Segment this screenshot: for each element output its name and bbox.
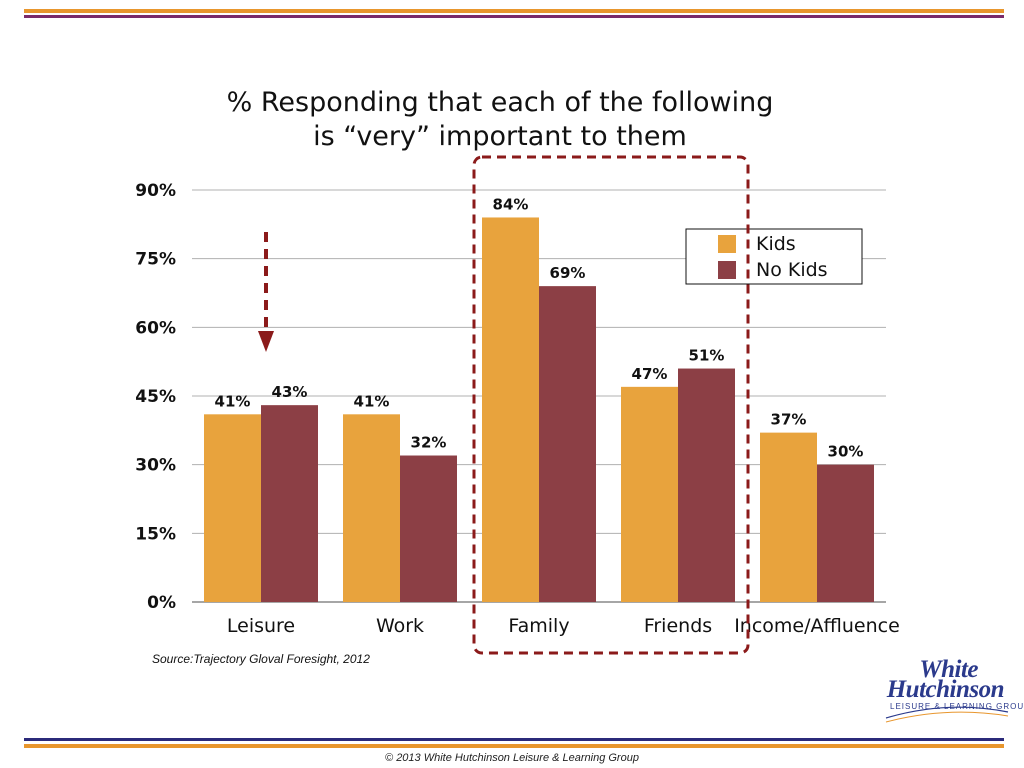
bar-income-affluence-kids bbox=[760, 432, 817, 602]
dashed-highlight-box bbox=[472, 155, 750, 655]
y-tick-label: 30% bbox=[135, 456, 176, 476]
bottom-rule-orange bbox=[24, 744, 1004, 748]
chart-title-line1: % Responding that each of the following bbox=[226, 87, 774, 118]
category-label: Work bbox=[376, 615, 424, 637]
bar-leisure-no-kids bbox=[261, 405, 318, 602]
bar-income-affluence-no-kids bbox=[817, 464, 874, 602]
data-label: 41% bbox=[354, 392, 390, 410]
top-rule-orange bbox=[24, 9, 1004, 13]
category-label: Family bbox=[508, 615, 569, 637]
bar-friends-kids bbox=[621, 386, 678, 602]
y-tick-label: 75% bbox=[135, 250, 176, 270]
bar-family-no-kids bbox=[539, 286, 596, 602]
chart-title-line2: is “very” important to them bbox=[313, 121, 687, 152]
company-logo: White Hutchinson LEISURE & LEARNING GROU… bbox=[872, 656, 1024, 730]
logo-text-hutchinson: Hutchinson bbox=[886, 676, 1005, 703]
bar-work-no-kids bbox=[400, 455, 457, 602]
category-label: Leisure bbox=[227, 615, 295, 637]
data-label: 69% bbox=[550, 264, 586, 282]
legend-swatch bbox=[718, 261, 736, 279]
bar-leisure-kids bbox=[204, 414, 261, 602]
bar-family-kids bbox=[482, 217, 539, 602]
y-tick-label: 15% bbox=[135, 524, 176, 544]
category-label: Income/Affluence bbox=[734, 615, 900, 637]
top-rule-purple bbox=[24, 15, 1004, 18]
bar-friends-no-kids bbox=[678, 368, 735, 602]
logo-swoosh-icon bbox=[885, 706, 1009, 723]
data-label: 84% bbox=[493, 195, 529, 213]
bottom-rule-purple bbox=[24, 738, 1004, 741]
y-tick-label: 90% bbox=[135, 181, 176, 201]
data-label: 43% bbox=[272, 383, 308, 401]
data-label: 30% bbox=[828, 443, 864, 461]
copyright-footer: © 2013 White Hutchinson Leisure & Learni… bbox=[385, 752, 639, 764]
data-label: 51% bbox=[689, 347, 725, 365]
y-tick-label: 45% bbox=[135, 387, 176, 407]
bar-work-kids bbox=[343, 414, 400, 602]
logo-tagline: LEISURE & LEARNING GROUP bbox=[890, 702, 1024, 711]
y-tick-label: 0% bbox=[147, 593, 176, 613]
chart-title: % Responding that each of the following … bbox=[200, 86, 800, 154]
y-tick-label: 60% bbox=[135, 318, 176, 338]
data-label: 32% bbox=[411, 434, 447, 452]
legend-label: No Kids bbox=[756, 259, 828, 281]
source-note: Source:Trajectory Gloval Foresight, 2012 bbox=[152, 652, 370, 666]
data-label: 41% bbox=[215, 392, 251, 410]
logo-text-white: White bbox=[919, 656, 978, 683]
data-label: 37% bbox=[771, 411, 807, 429]
legend-label: Kids bbox=[756, 233, 796, 255]
category-label: Friends bbox=[644, 615, 712, 637]
dashed-arrow-head-icon bbox=[258, 331, 274, 352]
legend-box bbox=[685, 228, 863, 285]
legend-swatch bbox=[718, 235, 736, 253]
data-label: 47% bbox=[632, 365, 668, 383]
